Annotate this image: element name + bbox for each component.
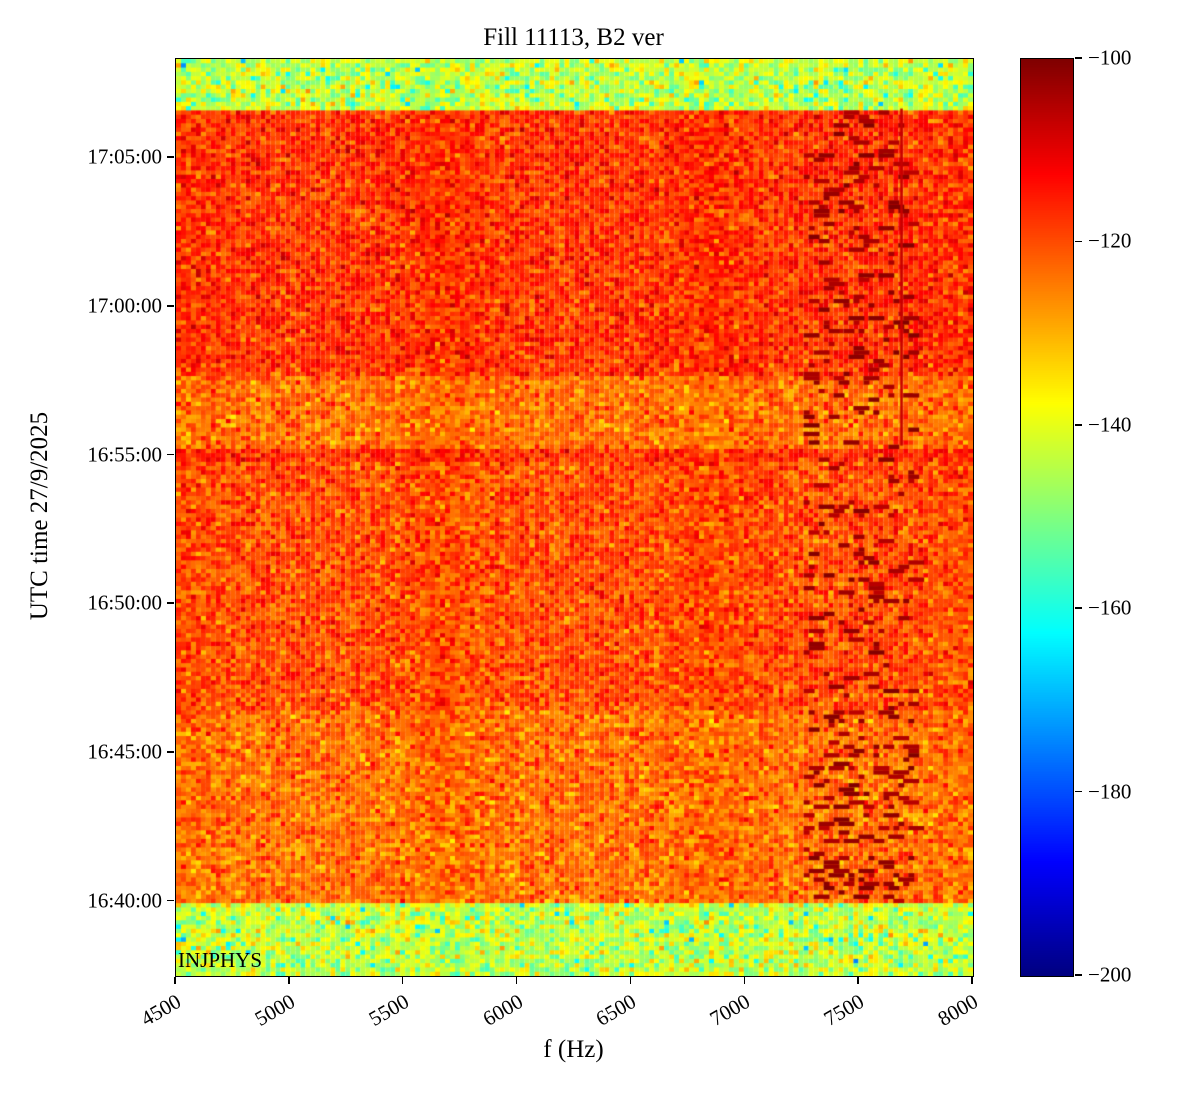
x-tick-label: 4500 xyxy=(136,989,185,1031)
y-tick-label: 16:40:00 xyxy=(87,888,162,913)
y-tick-mark xyxy=(167,305,174,307)
plot-annotation: INJPHYS xyxy=(178,948,263,972)
colorbar-tick-mark xyxy=(1075,240,1082,243)
colorbar-tick-label: −140 xyxy=(1088,412,1132,437)
y-tick-label: 17:00:00 xyxy=(87,293,162,318)
x-tick-mark xyxy=(629,977,632,984)
x-tick-label: 5500 xyxy=(364,989,413,1031)
colorbar-tick-label: −100 xyxy=(1088,45,1132,70)
x-tick-mark xyxy=(174,977,176,984)
x-tick-mark xyxy=(743,977,746,984)
y-tick-mark xyxy=(167,751,174,753)
colorbar-tick-mark xyxy=(1075,974,1082,976)
y-tick-label: 16:55:00 xyxy=(87,442,162,467)
colorbar-tick-mark xyxy=(1075,607,1082,609)
chart-title: Fill 11113, B2 ver xyxy=(483,24,664,51)
x-tick-mark xyxy=(515,977,518,984)
x-tick-label: 7500 xyxy=(819,989,869,1031)
x-tick-mark xyxy=(971,977,973,984)
x-tick-mark xyxy=(401,977,404,984)
y-tick-label: 16:45:00 xyxy=(87,739,162,764)
colorbar-tick-mark xyxy=(1075,57,1082,59)
colorbar-tick-mark xyxy=(1075,790,1082,793)
y-tick-mark xyxy=(167,453,174,456)
colorbar-tick-mark xyxy=(1075,424,1082,426)
colorbar-tick-label: −160 xyxy=(1088,595,1132,620)
y-tick-mark xyxy=(167,602,174,604)
x-tick-mark xyxy=(857,977,859,984)
colorbar xyxy=(1020,58,1074,977)
x-axis-label: f (Hz) xyxy=(543,1036,604,1063)
y-tick-mark xyxy=(167,899,174,902)
x-tick-label: 8000 xyxy=(933,989,982,1031)
y-tick-label: 17:05:00 xyxy=(87,144,162,169)
spectrogram-heatmap xyxy=(175,58,974,977)
y-tick-mark xyxy=(167,156,174,158)
x-tick-label: 7000 xyxy=(705,989,755,1031)
colorbar-tick-label: −200 xyxy=(1088,962,1132,987)
y-axis-label: UTC time 27/9/2025 xyxy=(26,411,53,621)
colorbar-tick-label: −180 xyxy=(1088,779,1132,804)
y-tick-label: 16:50:00 xyxy=(87,590,162,615)
x-tick-label: 6500 xyxy=(592,989,641,1031)
colorbar-tick-label: −120 xyxy=(1088,228,1132,253)
x-tick-label: 6000 xyxy=(478,989,527,1031)
x-tick-mark xyxy=(288,977,290,984)
x-tick-label: 5000 xyxy=(250,989,299,1031)
